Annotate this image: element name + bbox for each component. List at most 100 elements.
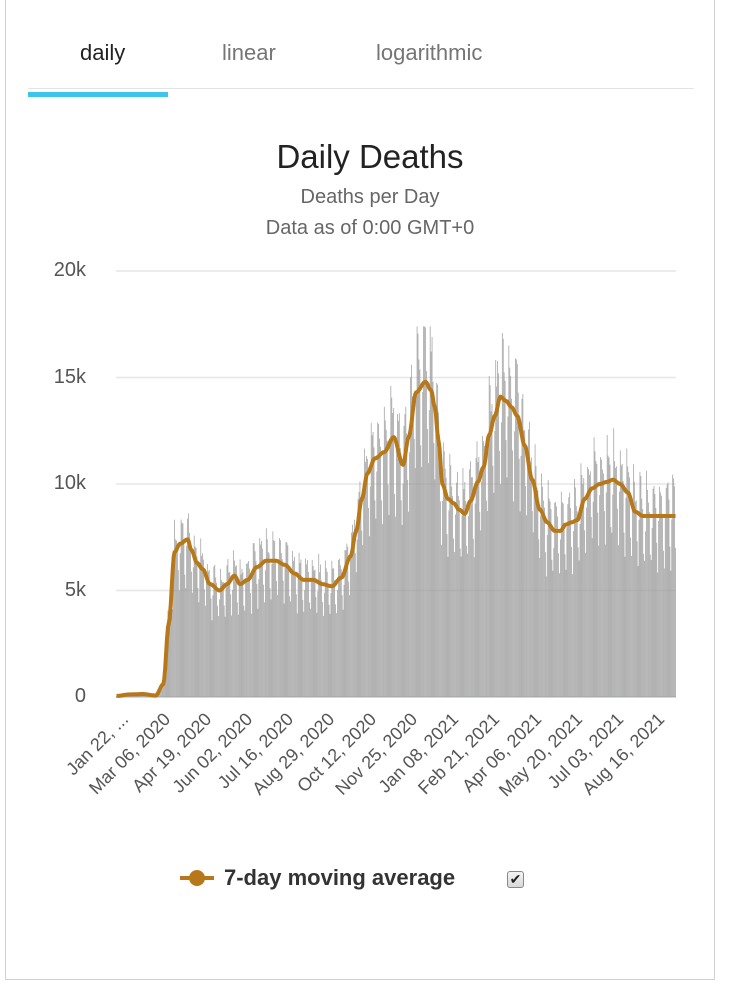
daily-bar[interactable] bbox=[426, 371, 427, 697]
daily-bar[interactable] bbox=[327, 585, 329, 697]
legend-item-moving-average[interactable]: 7-day moving average bbox=[180, 862, 455, 894]
daily-bar[interactable] bbox=[533, 487, 535, 697]
daily-bar[interactable] bbox=[272, 531, 274, 697]
daily-bar[interactable] bbox=[189, 532, 190, 697]
daily-bar[interactable] bbox=[428, 410, 430, 697]
daily-bar[interactable] bbox=[275, 562, 277, 697]
daily-bar[interactable] bbox=[434, 479, 436, 697]
daily-bar[interactable] bbox=[323, 615, 324, 697]
daily-bar[interactable] bbox=[389, 443, 391, 697]
daily-bar[interactable] bbox=[229, 571, 231, 697]
daily-bar[interactable] bbox=[309, 608, 311, 697]
daily-bar[interactable] bbox=[616, 466, 617, 697]
daily-bar[interactable] bbox=[499, 450, 500, 697]
daily-bar[interactable] bbox=[227, 559, 229, 697]
daily-bar[interactable] bbox=[409, 452, 410, 697]
daily-bar[interactable] bbox=[480, 530, 482, 697]
daily-bar[interactable] bbox=[576, 511, 578, 697]
daily-bar[interactable] bbox=[457, 495, 459, 697]
daily-bar[interactable] bbox=[605, 492, 607, 697]
daily-bar[interactable] bbox=[489, 385, 491, 697]
daily-bar[interactable] bbox=[464, 482, 466, 697]
daily-bar[interactable] bbox=[281, 559, 283, 697]
daily-bar[interactable] bbox=[654, 494, 656, 697]
daily-bar[interactable] bbox=[470, 461, 471, 697]
daily-bar[interactable] bbox=[335, 604, 336, 697]
daily-bar[interactable] bbox=[671, 519, 673, 697]
daily-bar[interactable] bbox=[487, 449, 489, 697]
daily-bar[interactable] bbox=[234, 560, 235, 697]
daily-bar[interactable] bbox=[305, 558, 306, 697]
daily-bar[interactable] bbox=[337, 590, 338, 697]
daily-bar[interactable] bbox=[251, 576, 253, 697]
daily-bar[interactable] bbox=[602, 469, 603, 697]
daily-bar[interactable] bbox=[559, 539, 561, 697]
daily-bar[interactable] bbox=[584, 530, 586, 697]
daily-bar[interactable] bbox=[397, 414, 398, 697]
daily-bar[interactable] bbox=[469, 469, 470, 697]
daily-bar[interactable] bbox=[194, 546, 196, 697]
daily-bar[interactable] bbox=[203, 559, 204, 697]
daily-bar[interactable] bbox=[609, 464, 611, 697]
daily-bar[interactable] bbox=[410, 377, 411, 697]
daily-bar[interactable] bbox=[220, 568, 221, 697]
daily-bar[interactable] bbox=[292, 550, 293, 697]
daily-bar[interactable] bbox=[454, 551, 455, 697]
daily-bar[interactable] bbox=[674, 486, 675, 697]
daily-bar[interactable] bbox=[662, 515, 663, 697]
daily-bar[interactable] bbox=[440, 501, 441, 697]
daily-bar[interactable] bbox=[279, 540, 281, 697]
daily-bar[interactable] bbox=[604, 544, 606, 697]
daily-bar[interactable] bbox=[636, 541, 638, 697]
daily-bar[interactable] bbox=[571, 546, 572, 697]
daily-bar[interactable] bbox=[280, 553, 282, 697]
daily-bar[interactable] bbox=[180, 519, 182, 697]
daily-bar[interactable] bbox=[391, 397, 393, 697]
daily-bar[interactable] bbox=[462, 468, 464, 697]
daily-bar[interactable] bbox=[344, 550, 346, 697]
daily-bar[interactable] bbox=[196, 556, 198, 697]
daily-bar[interactable] bbox=[287, 545, 289, 697]
daily-bar[interactable] bbox=[504, 380, 506, 697]
daily-bar[interactable] bbox=[465, 501, 467, 697]
daily-bar[interactable] bbox=[385, 429, 387, 697]
daily-bar[interactable] bbox=[341, 595, 343, 697]
daily-bar[interactable] bbox=[373, 447, 375, 697]
daily-bar[interactable] bbox=[520, 455, 522, 697]
daily-bar[interactable] bbox=[186, 545, 188, 697]
daily-bar[interactable] bbox=[448, 510, 450, 697]
daily-bar[interactable] bbox=[547, 480, 549, 697]
daily-bar[interactable] bbox=[352, 524, 353, 697]
daily-bar[interactable] bbox=[606, 434, 608, 697]
daily-bar[interactable] bbox=[589, 474, 590, 697]
daily-bar[interactable] bbox=[643, 554, 645, 697]
daily-bar[interactable] bbox=[573, 531, 574, 697]
daily-bar[interactable] bbox=[289, 596, 291, 697]
daily-bar[interactable] bbox=[210, 598, 212, 697]
daily-bar[interactable] bbox=[299, 562, 301, 697]
daily-bar[interactable] bbox=[637, 565, 639, 697]
daily-bar[interactable] bbox=[581, 475, 583, 697]
daily-bar[interactable] bbox=[544, 507, 545, 697]
daily-bar[interactable] bbox=[623, 532, 625, 697]
daily-bar[interactable] bbox=[587, 466, 588, 697]
daily-bar[interactable] bbox=[475, 458, 477, 697]
daily-bar[interactable] bbox=[523, 429, 525, 697]
daily-bar[interactable] bbox=[247, 563, 248, 697]
daily-bar[interactable] bbox=[507, 416, 509, 697]
daily-bar[interactable] bbox=[413, 438, 415, 697]
daily-bar[interactable] bbox=[526, 515, 528, 697]
daily-bar[interactable] bbox=[670, 570, 672, 697]
daily-bar[interactable] bbox=[213, 566, 215, 697]
tab-linear[interactable]: linear bbox=[222, 40, 276, 65]
daily-bar[interactable] bbox=[429, 326, 431, 697]
daily-bar[interactable] bbox=[519, 511, 521, 697]
daily-bar[interactable] bbox=[351, 532, 352, 697]
daily-bar[interactable] bbox=[449, 453, 451, 697]
daily-bar[interactable] bbox=[139, 695, 141, 697]
daily-bar[interactable] bbox=[675, 547, 676, 697]
daily-bar[interactable] bbox=[592, 501, 594, 697]
daily-bar[interactable] bbox=[427, 463, 429, 697]
daily-bar[interactable] bbox=[525, 486, 527, 697]
daily-bar[interactable] bbox=[554, 502, 556, 697]
